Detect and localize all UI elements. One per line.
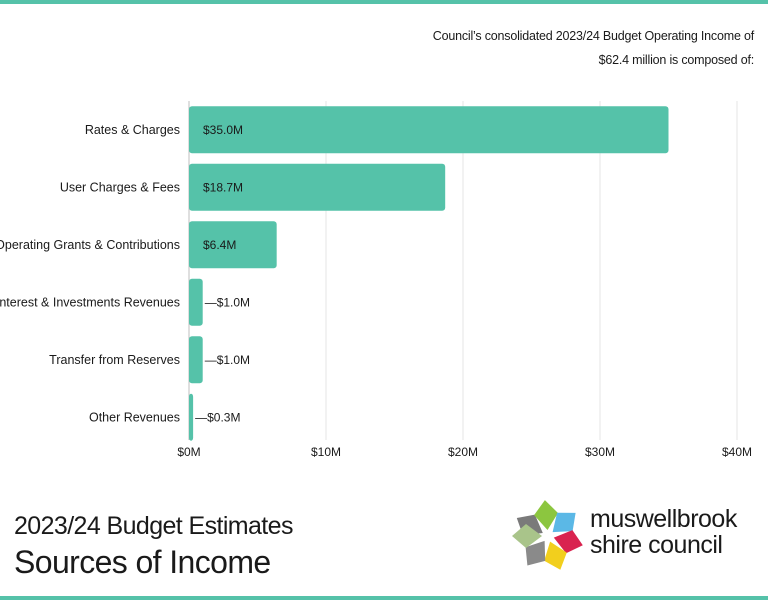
logo-petal-4 <box>544 541 567 570</box>
caption-subtitle: 2023/24 Budget Estimates <box>14 512 293 540</box>
top-accent-rule <box>0 0 768 4</box>
bar-0 <box>189 106 669 154</box>
chart-tick-labels: $0M $10M $20M $30M $40M <box>177 445 752 459</box>
bar-4 <box>189 336 203 384</box>
intro-line-1: Council’s consolidated 2023/24 Budget Op… <box>432 29 754 43</box>
bottom-accent-rule <box>0 596 768 600</box>
council-logo: muswellbrook shire council <box>510 496 760 576</box>
bar-3 <box>189 278 203 326</box>
data-label-3: —$1.0M <box>205 295 250 309</box>
bar-2 <box>189 221 277 269</box>
logo-petal-2 <box>552 512 576 533</box>
data-label-5: —$0.3M <box>195 410 240 424</box>
data-label-4: —$1.0M <box>205 353 250 367</box>
intro-text: Council’s consolidated 2023/24 Budget Op… <box>394 24 754 72</box>
logo-mark-icon <box>512 500 583 570</box>
logo-petal-1 <box>534 500 558 530</box>
chart-category-labels: Rates & Charges User Charges & Fees Operat… <box>0 123 180 425</box>
intro-line-2: $62.4 million is composed of: <box>598 53 755 67</box>
caption-title: Sources of Income <box>14 544 271 580</box>
chart-gridlines <box>188 101 738 440</box>
bar-5 <box>189 393 194 441</box>
logo-wordmark-line-1: muswellbrook <box>590 505 737 533</box>
x-tick-label-3: $30M <box>585 445 615 459</box>
x-tick-label-0: $0M <box>177 445 200 459</box>
chart-bars <box>189 106 669 441</box>
logo-petal-6 <box>512 524 542 548</box>
income-bar-chart: Rates & Charges User Charges & Fees Operat… <box>0 101 752 459</box>
data-label-2: $6.4M <box>203 238 236 252</box>
chart-data-labels: $35.0M $18.7M $6.4M —$1.0M —$1.0M —$0.3M <box>195 123 250 425</box>
x-tick-label-1: $10M <box>311 445 341 459</box>
logo-petal-3 <box>553 530 583 554</box>
category-label-0: Rates & Charges <box>85 123 180 137</box>
data-label-1: $18.7M <box>203 180 243 194</box>
category-label-3: Interest & Investments Revenues <box>0 295 180 309</box>
bar-1 <box>189 163 446 211</box>
x-tick-label-4: $40M <box>722 445 752 459</box>
category-label-5: Other Revenues <box>89 410 180 424</box>
category-label-1: User Charges & Fees <box>60 180 180 194</box>
logo-wordmark: muswellbrook shire council <box>590 506 737 558</box>
logo-petal-5 <box>525 540 546 566</box>
logo-wordmark-line-2: shire council <box>590 531 723 559</box>
category-label-4: Transfer from Reserves <box>49 353 180 367</box>
category-label-2: Operating Grants & Contributions <box>0 238 180 252</box>
data-label-0: $35.0M <box>203 123 243 137</box>
page-caption: 2023/24 Budget Estimates Sources of Inco… <box>14 510 293 582</box>
x-tick-label-2: $20M <box>448 445 478 459</box>
